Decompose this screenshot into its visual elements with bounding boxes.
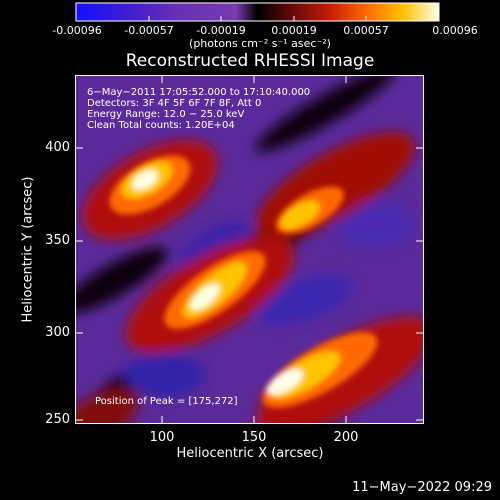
colorbar-bar	[75, 2, 440, 22]
colorbar-tick-label: 0.00019	[271, 24, 317, 37]
peak-position: Position of Peak = [175,272]	[95, 396, 238, 407]
image-plot: 6−May−2011 17:05:52.000 to 17:10:40.000 …	[75, 75, 424, 424]
x-axis-label: Heliocentric X (arcsec)	[176, 446, 324, 461]
y-axis-label: Heliocentric Y (arcsec)	[20, 176, 36, 323]
info-time-range: 6−May−2011 17:05:52.000 to 17:10:40.000	[87, 87, 311, 98]
x-tick-label: 150	[241, 430, 267, 445]
info-clean-counts: Clean Total counts: 1.20E+04	[87, 120, 235, 131]
x-tick-label: 100	[149, 430, 175, 445]
colorbar-ticks	[75, 16, 440, 21]
colorbar-tick-label: -0.00019	[196, 24, 246, 37]
y-tick-label: 400	[45, 140, 70, 155]
x-tick-label: 200	[333, 430, 359, 445]
colorbar-tick-label: -0.00057	[124, 24, 174, 37]
footer-timestamp: 11−May−2022 09:29	[352, 480, 492, 495]
y-tick-label: 300	[45, 325, 70, 340]
y-tick-label: 250	[45, 412, 70, 427]
info-block: 6−May−2011 17:05:52.000 to 17:10:40.000 …	[87, 87, 310, 131]
y-tick-label: 350	[45, 233, 70, 248]
heatmap-graphic	[75, 75, 424, 424]
colorbar-graphic	[75, 2, 440, 22]
info-energy-range: Energy Range: 12.0 − 25.0 keV	[87, 109, 245, 120]
chart-title: Reconstructed RHESSI Image	[125, 51, 375, 71]
colorbar-tick-label: 0.00057	[343, 24, 389, 37]
colorbar-tick-label: -0.00096	[52, 24, 102, 37]
colorbar-units: (photons cm⁻² s⁻¹ asec⁻²)	[189, 37, 331, 50]
info-detectors: Detectors: 3F 4F 5F 6F 7F 8F, Att 0	[87, 98, 262, 109]
colorbar-tick-label: 0.00096	[432, 24, 478, 37]
